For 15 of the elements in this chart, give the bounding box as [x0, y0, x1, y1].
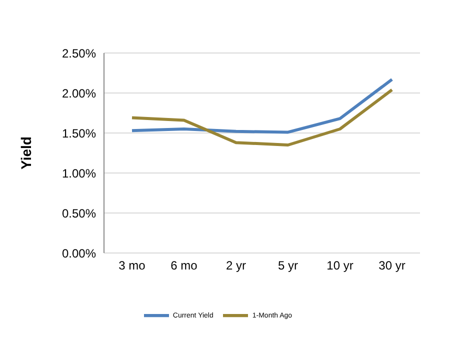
x-tick-label: 2 yr [226, 258, 246, 273]
y-axis-title: Yield [18, 136, 34, 170]
y-tick-label: 2.50% [62, 46, 96, 60]
y-tick-label: 0.00% [62, 246, 96, 260]
x-tick-label: 3 mo [118, 258, 146, 273]
line-series [130, 78, 394, 134]
y-tick-label: 1.00% [62, 166, 96, 180]
x-tick-label: 30 yr [378, 258, 406, 273]
y-tick-label: 1.50% [62, 126, 96, 140]
y-tick-label: 2.00% [62, 86, 96, 100]
x-tick-label: 5 yr [278, 258, 298, 273]
line-series [130, 88, 394, 146]
x-tick-label: 6 mo [170, 258, 198, 273]
y-tick-label: 0.50% [62, 206, 96, 220]
x-tick-label: 10 yr [326, 258, 354, 273]
